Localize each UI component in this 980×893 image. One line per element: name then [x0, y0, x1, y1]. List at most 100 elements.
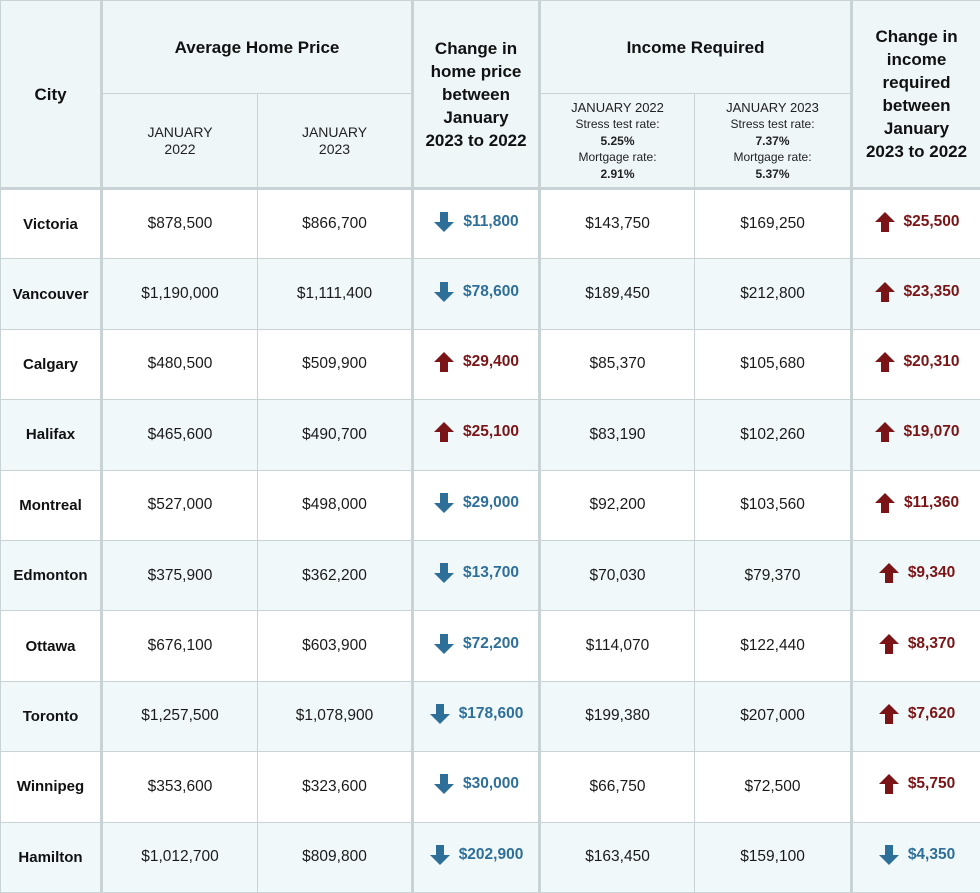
header-change-home-line: January: [414, 106, 538, 129]
price-change-cell: $29,000: [413, 470, 540, 540]
city-name: Vancouver: [1, 259, 102, 329]
price-change-cell: $25,100: [413, 400, 540, 470]
arrow-up-icon: [878, 773, 900, 795]
income-change-cell: $20,310: [852, 329, 980, 399]
header-income-jan-2022: JANUARY 2022 Stress test rate: 5.25% Mor…: [540, 94, 695, 189]
price-change-value: $30,000: [463, 775, 519, 793]
header-change-income-required: Change in income required between Januar…: [852, 1, 980, 189]
price-change-value: $13,700: [463, 564, 519, 582]
table-header: City Average Home Price Change in home p…: [1, 1, 980, 189]
price-change: $178,600: [429, 703, 524, 725]
city-name: Toronto: [1, 681, 102, 751]
price-change-cell: $72,200: [413, 611, 540, 681]
city-name: Edmonton: [1, 540, 102, 610]
table-row: Victoria$878,500$866,700$11,800$143,750$…: [1, 189, 980, 259]
header-price-jan-2022: JANUARY 2022: [102, 94, 258, 189]
income-2023: $103,560: [695, 470, 852, 540]
city-name: Victoria: [1, 189, 102, 259]
table-row: Calgary$480,500$509,900$29,400$85,370$10…: [1, 329, 980, 399]
table-row: Ottawa$676,100$603,900$72,200$114,070$12…: [1, 611, 980, 681]
income-2022: $92,200: [540, 470, 695, 540]
income-2022: $163,450: [540, 822, 695, 892]
income-change: $7,620: [878, 703, 955, 725]
table-row: Montreal$527,000$498,000$29,000$92,200$1…: [1, 470, 980, 540]
header-change-home-line: 2023 to 2022: [414, 129, 538, 152]
header-income-required: Income Required: [540, 1, 852, 94]
income-change-cell: $11,360: [852, 470, 980, 540]
price-2023: $603,900: [258, 611, 413, 681]
income-change-cell: $23,350: [852, 259, 980, 329]
table-row: Edmonton$375,900$362,200$13,700$70,030$7…: [1, 540, 980, 610]
price-2023: $323,600: [258, 752, 413, 822]
price-2023: $809,800: [258, 822, 413, 892]
header-change-income-line: January: [853, 117, 980, 140]
income-2023: $159,100: [695, 822, 852, 892]
income-2023: $105,680: [695, 329, 852, 399]
income-change: $5,750: [878, 773, 955, 795]
arrow-up-icon: [874, 492, 896, 514]
income-change-value: $19,070: [904, 423, 960, 441]
arrow-up-icon: [878, 633, 900, 655]
income-2022: $143,750: [540, 189, 695, 259]
income-change-value: $5,750: [908, 775, 955, 793]
income-2023: $207,000: [695, 681, 852, 751]
income-change-value: $8,370: [908, 635, 955, 653]
stress-test-label: Stress test rate:: [695, 116, 850, 133]
income-2022: $85,370: [540, 329, 695, 399]
income-2022: $83,190: [540, 400, 695, 470]
income-change: $19,070: [874, 421, 960, 443]
price-change-value: $25,100: [463, 423, 519, 441]
price-change: $202,900: [429, 844, 524, 866]
income-change: $9,340: [878, 562, 955, 584]
header-sub-line: JANUARY: [258, 124, 411, 141]
income-change-cell: $7,620: [852, 681, 980, 751]
income-2023: $212,800: [695, 259, 852, 329]
price-2022: $1,190,000: [102, 259, 258, 329]
price-change-value: $29,400: [463, 353, 519, 371]
price-2023: $1,111,400: [258, 259, 413, 329]
price-2022: $375,900: [102, 540, 258, 610]
stress-test-value: 7.37%: [756, 134, 790, 148]
income-2023: $79,370: [695, 540, 852, 610]
price-change-value: $178,600: [459, 705, 524, 723]
price-change-cell: $178,600: [413, 681, 540, 751]
header-change-income-line: Change in: [853, 25, 980, 48]
income-2023: $72,500: [695, 752, 852, 822]
price-change: $29,000: [433, 492, 519, 514]
income-2022: $199,380: [540, 681, 695, 751]
price-2023: $509,900: [258, 329, 413, 399]
price-2023: $866,700: [258, 189, 413, 259]
header-income-jan-2023: JANUARY 2023 Stress test rate: 7.37% Mor…: [695, 94, 852, 189]
income-change-value: $9,340: [908, 564, 955, 582]
table-row: Vancouver$1,190,000$1,111,400 $78,600 $189…: [1, 259, 980, 329]
income-change-value: $11,360: [904, 494, 959, 512]
price-2022: $878,500: [102, 189, 258, 259]
income-change: $23,350: [874, 281, 960, 303]
price-change: $72,200: [433, 633, 519, 655]
table-row: Toronto$1,257,500$1,078,900$178,600$199,…: [1, 681, 980, 751]
table-body: Victoria$878,500$866,700$11,800$143,750$…: [1, 189, 980, 893]
price-2022: $1,012,700: [102, 822, 258, 892]
price-change-cell: $78,600: [413, 259, 540, 329]
mortgage-rate-label: Mortgage rate:: [695, 149, 850, 166]
header-change-home-line: between: [414, 83, 538, 106]
mortgage-rate-label: Mortgage rate:: [541, 149, 694, 166]
price-change-value: $78,600: [463, 283, 519, 301]
city-name: Montreal: [1, 470, 102, 540]
header-change-income-line: required: [853, 71, 980, 94]
income-change-cell: $19,070: [852, 400, 980, 470]
arrow-up-icon: [874, 211, 896, 233]
arrow-up-icon: [878, 562, 900, 584]
price-change-cell: $30,000: [413, 752, 540, 822]
price-change-value: $72,200: [463, 635, 519, 653]
income-2023: $122,440: [695, 611, 852, 681]
income-change-cell: $25,500: [852, 189, 980, 259]
header-change-income-line: between: [853, 94, 980, 117]
income-change-value: $4,350: [908, 846, 955, 864]
table-row: Halifax$465,600$490,700$25,100$83,190$10…: [1, 400, 980, 470]
income-2022: $189,450: [540, 259, 695, 329]
income-2022: $70,030: [540, 540, 695, 610]
arrow-down-icon: [433, 773, 455, 795]
header-income-year: JANUARY 2023: [695, 99, 850, 116]
income-change: $4,350: [878, 844, 955, 866]
